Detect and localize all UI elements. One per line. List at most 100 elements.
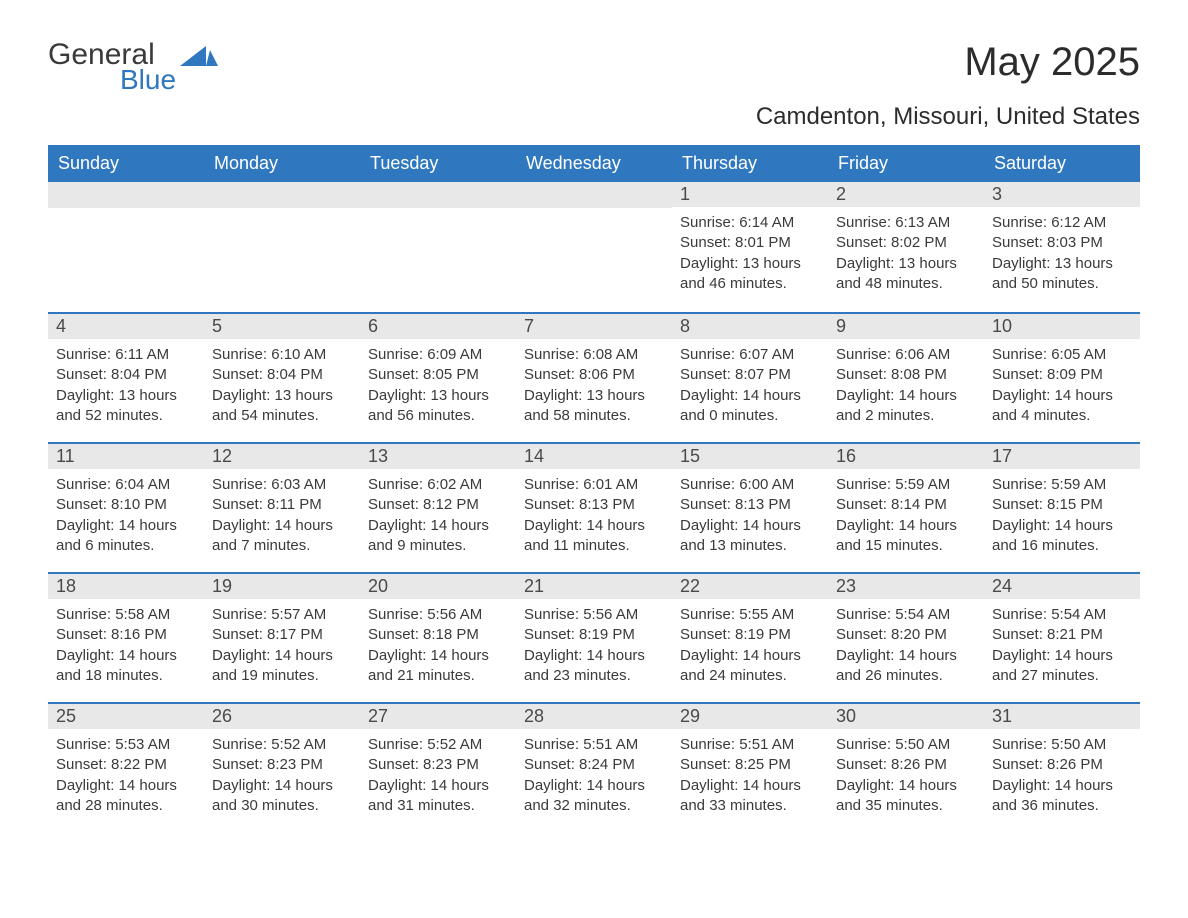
day-number: 29 [672,704,828,729]
day-number: 8 [672,314,828,339]
weekday-header-row: SundayMondayTuesdayWednesdayThursdayFrid… [48,145,1140,182]
calendar-day-cell: 10Sunrise: 6:05 AMSunset: 8:09 PMDayligh… [984,314,1140,442]
calendar-day-cell: 16Sunrise: 5:59 AMSunset: 8:14 PMDayligh… [828,444,984,572]
sunrise-line: Sunrise: 5:56 AM [368,605,508,625]
sunset-line: Sunset: 8:01 PM [680,233,820,253]
sunrise-line: Sunrise: 5:52 AM [212,735,352,755]
sunrise-line: Sunrise: 5:50 AM [836,735,976,755]
empty-day-number [48,182,204,208]
daylight-line: Daylight: 14 hours and 15 minutes. [836,516,976,557]
sunrise-line: Sunrise: 6:04 AM [56,475,196,495]
daylight-line: Daylight: 13 hours and 56 minutes. [368,386,508,427]
sunrise-line: Sunrise: 6:08 AM [524,345,664,365]
calendar-day-cell: 22Sunrise: 5:55 AMSunset: 8:19 PMDayligh… [672,574,828,702]
daylight-line: Daylight: 14 hours and 31 minutes. [368,776,508,817]
day-body: Sunrise: 5:56 AMSunset: 8:19 PMDaylight:… [516,599,672,700]
empty-day-number [360,182,516,208]
calendar-day-cell: 18Sunrise: 5:58 AMSunset: 8:16 PMDayligh… [48,574,204,702]
day-body: Sunrise: 6:11 AMSunset: 8:04 PMDaylight:… [48,339,204,440]
daylight-line: Daylight: 13 hours and 46 minutes. [680,254,820,295]
day-number: 12 [204,444,360,469]
sunset-line: Sunset: 8:18 PM [368,625,508,645]
day-number: 27 [360,704,516,729]
sunset-line: Sunset: 8:11 PM [212,495,352,515]
sunset-line: Sunset: 8:12 PM [368,495,508,515]
sunrise-line: Sunrise: 5:55 AM [680,605,820,625]
day-body: Sunrise: 6:04 AMSunset: 8:10 PMDaylight:… [48,469,204,570]
calendar-day-cell: 30Sunrise: 5:50 AMSunset: 8:26 PMDayligh… [828,704,984,832]
day-number: 23 [828,574,984,599]
calendar-day-cell: 2Sunrise: 6:13 AMSunset: 8:02 PMDaylight… [828,182,984,312]
sunset-line: Sunset: 8:03 PM [992,233,1132,253]
calendar-day-cell: 7 Sunrise: 6:08 AMSunset: 8:06 PMDaylight… [516,314,672,442]
daylight-line: Daylight: 13 hours and 54 minutes. [212,386,352,427]
daylight-line: Daylight: 14 hours and 28 minutes. [56,776,196,817]
day-number: 24 [984,574,1140,599]
daylight-line: Daylight: 13 hours and 58 minutes. [524,386,664,427]
day-body: Sunrise: 6:10 AMSunset: 8:04 PMDaylight:… [204,339,360,440]
day-body: Sunrise: 5:50 AMSunset: 8:26 PMDaylight:… [828,729,984,830]
day-body: Sunrise: 5:51 AMSunset: 8:24 PMDaylight:… [516,729,672,830]
sunrise-line: Sunrise: 5:52 AM [368,735,508,755]
calendar-week-row: 25Sunrise: 5:53 AMSunset: 8:22 PMDayligh… [48,702,1140,832]
sunset-line: Sunset: 8:06 PM [524,365,664,385]
calendar-day-cell: 27 Sunrise: 5:52 AMSunset: 8:23 PMDayligh… [360,704,516,832]
header: General Blue May 2025 Camdenton, Missour… [48,40,1140,131]
daylight-line: Daylight: 14 hours and 30 minutes. [212,776,352,817]
day-body: Sunrise: 6:05 AMSunset: 8:09 PMDaylight:… [984,339,1140,440]
sunrise-line: Sunrise: 6:10 AM [212,345,352,365]
day-body: Sunrise: 5:54 AMSunset: 8:20 PMDaylight:… [828,599,984,700]
sunset-line: Sunset: 8:08 PM [836,365,976,385]
title-block: May 2025 Camdenton, Missouri, United Sta… [756,40,1140,131]
daylight-line: Daylight: 13 hours and 50 minutes. [992,254,1132,295]
location: Camdenton, Missouri, United States [756,103,1140,131]
daylight-line: Daylight: 14 hours and 35 minutes. [836,776,976,817]
logo-flag-icon [180,46,218,77]
day-number: 3 [984,182,1140,207]
sunrise-line: Sunrise: 5:56 AM [524,605,664,625]
day-body: Sunrise: 5:57 AMSunset: 8:17 PMDaylight:… [204,599,360,700]
day-number: 31 [984,704,1140,729]
calendar-day-cell: 25Sunrise: 5:53 AMSunset: 8:22 PMDayligh… [48,704,204,832]
day-body: Sunrise: 6:09 AMSunset: 8:05 PMDaylight:… [360,339,516,440]
daylight-line: Daylight: 14 hours and 24 minutes. [680,646,820,687]
calendar-day-cell: 6Sunrise: 6:09 AMSunset: 8:05 PMDaylight… [360,314,516,442]
daylight-line: Daylight: 14 hours and 26 minutes. [836,646,976,687]
sunset-line: Sunset: 8:21 PM [992,625,1132,645]
sunrise-line: Sunrise: 6:03 AM [212,475,352,495]
sunrise-line: Sunrise: 6:00 AM [680,475,820,495]
calendar-day-cell: 17Sunrise: 5:59 AMSunset: 8:15 PMDayligh… [984,444,1140,572]
sunset-line: Sunset: 8:23 PM [368,755,508,775]
day-body: Sunrise: 6:01 AMSunset: 8:13 PMDaylight:… [516,469,672,570]
weekday-header-cell: Tuesday [360,145,516,182]
day-number: 19 [204,574,360,599]
day-number: 9 [828,314,984,339]
weekday-header-cell: Wednesday [516,145,672,182]
sunset-line: Sunset: 8:13 PM [524,495,664,515]
day-body: Sunrise: 5:50 AMSunset: 8:26 PMDaylight:… [984,729,1140,830]
day-body: Sunrise: 5:59 AMSunset: 8:14 PMDaylight:… [828,469,984,570]
calendar-day-cell: 9 Sunrise: 6:06 AMSunset: 8:08 PMDaylight… [828,314,984,442]
daylight-line: Daylight: 13 hours and 52 minutes. [56,386,196,427]
day-number: 4 [48,314,204,339]
day-body: Sunrise: 6:12 AMSunset: 8:03 PMDaylight:… [984,207,1140,308]
daylight-line: Daylight: 14 hours and 2 minutes. [836,386,976,427]
day-number: 7 [516,314,672,339]
daylight-line: Daylight: 14 hours and 11 minutes. [524,516,664,557]
calendar-day-cell: 29Sunrise: 5:51 AMSunset: 8:25 PMDayligh… [672,704,828,832]
sunrise-line: Sunrise: 6:11 AM [56,345,196,365]
day-number: 17 [984,444,1140,469]
calendar-day-cell: 31Sunrise: 5:50 AMSunset: 8:26 PMDayligh… [984,704,1140,832]
day-body: Sunrise: 6:03 AMSunset: 8:11 PMDaylight:… [204,469,360,570]
sunrise-line: Sunrise: 6:02 AM [368,475,508,495]
calendar-day-cell: 26Sunrise: 5:52 AMSunset: 8:23 PMDayligh… [204,704,360,832]
sunrise-line: Sunrise: 5:59 AM [836,475,976,495]
sunset-line: Sunset: 8:09 PM [992,365,1132,385]
empty-day-number [516,182,672,208]
weekday-header-cell: Thursday [672,145,828,182]
sunrise-line: Sunrise: 6:06 AM [836,345,976,365]
sunset-line: Sunset: 8:26 PM [992,755,1132,775]
daylight-line: Daylight: 14 hours and 19 minutes. [212,646,352,687]
daylight-line: Daylight: 14 hours and 33 minutes. [680,776,820,817]
calendar-day-cell: 13Sunrise: 6:02 AMSunset: 8:12 PMDayligh… [360,444,516,572]
